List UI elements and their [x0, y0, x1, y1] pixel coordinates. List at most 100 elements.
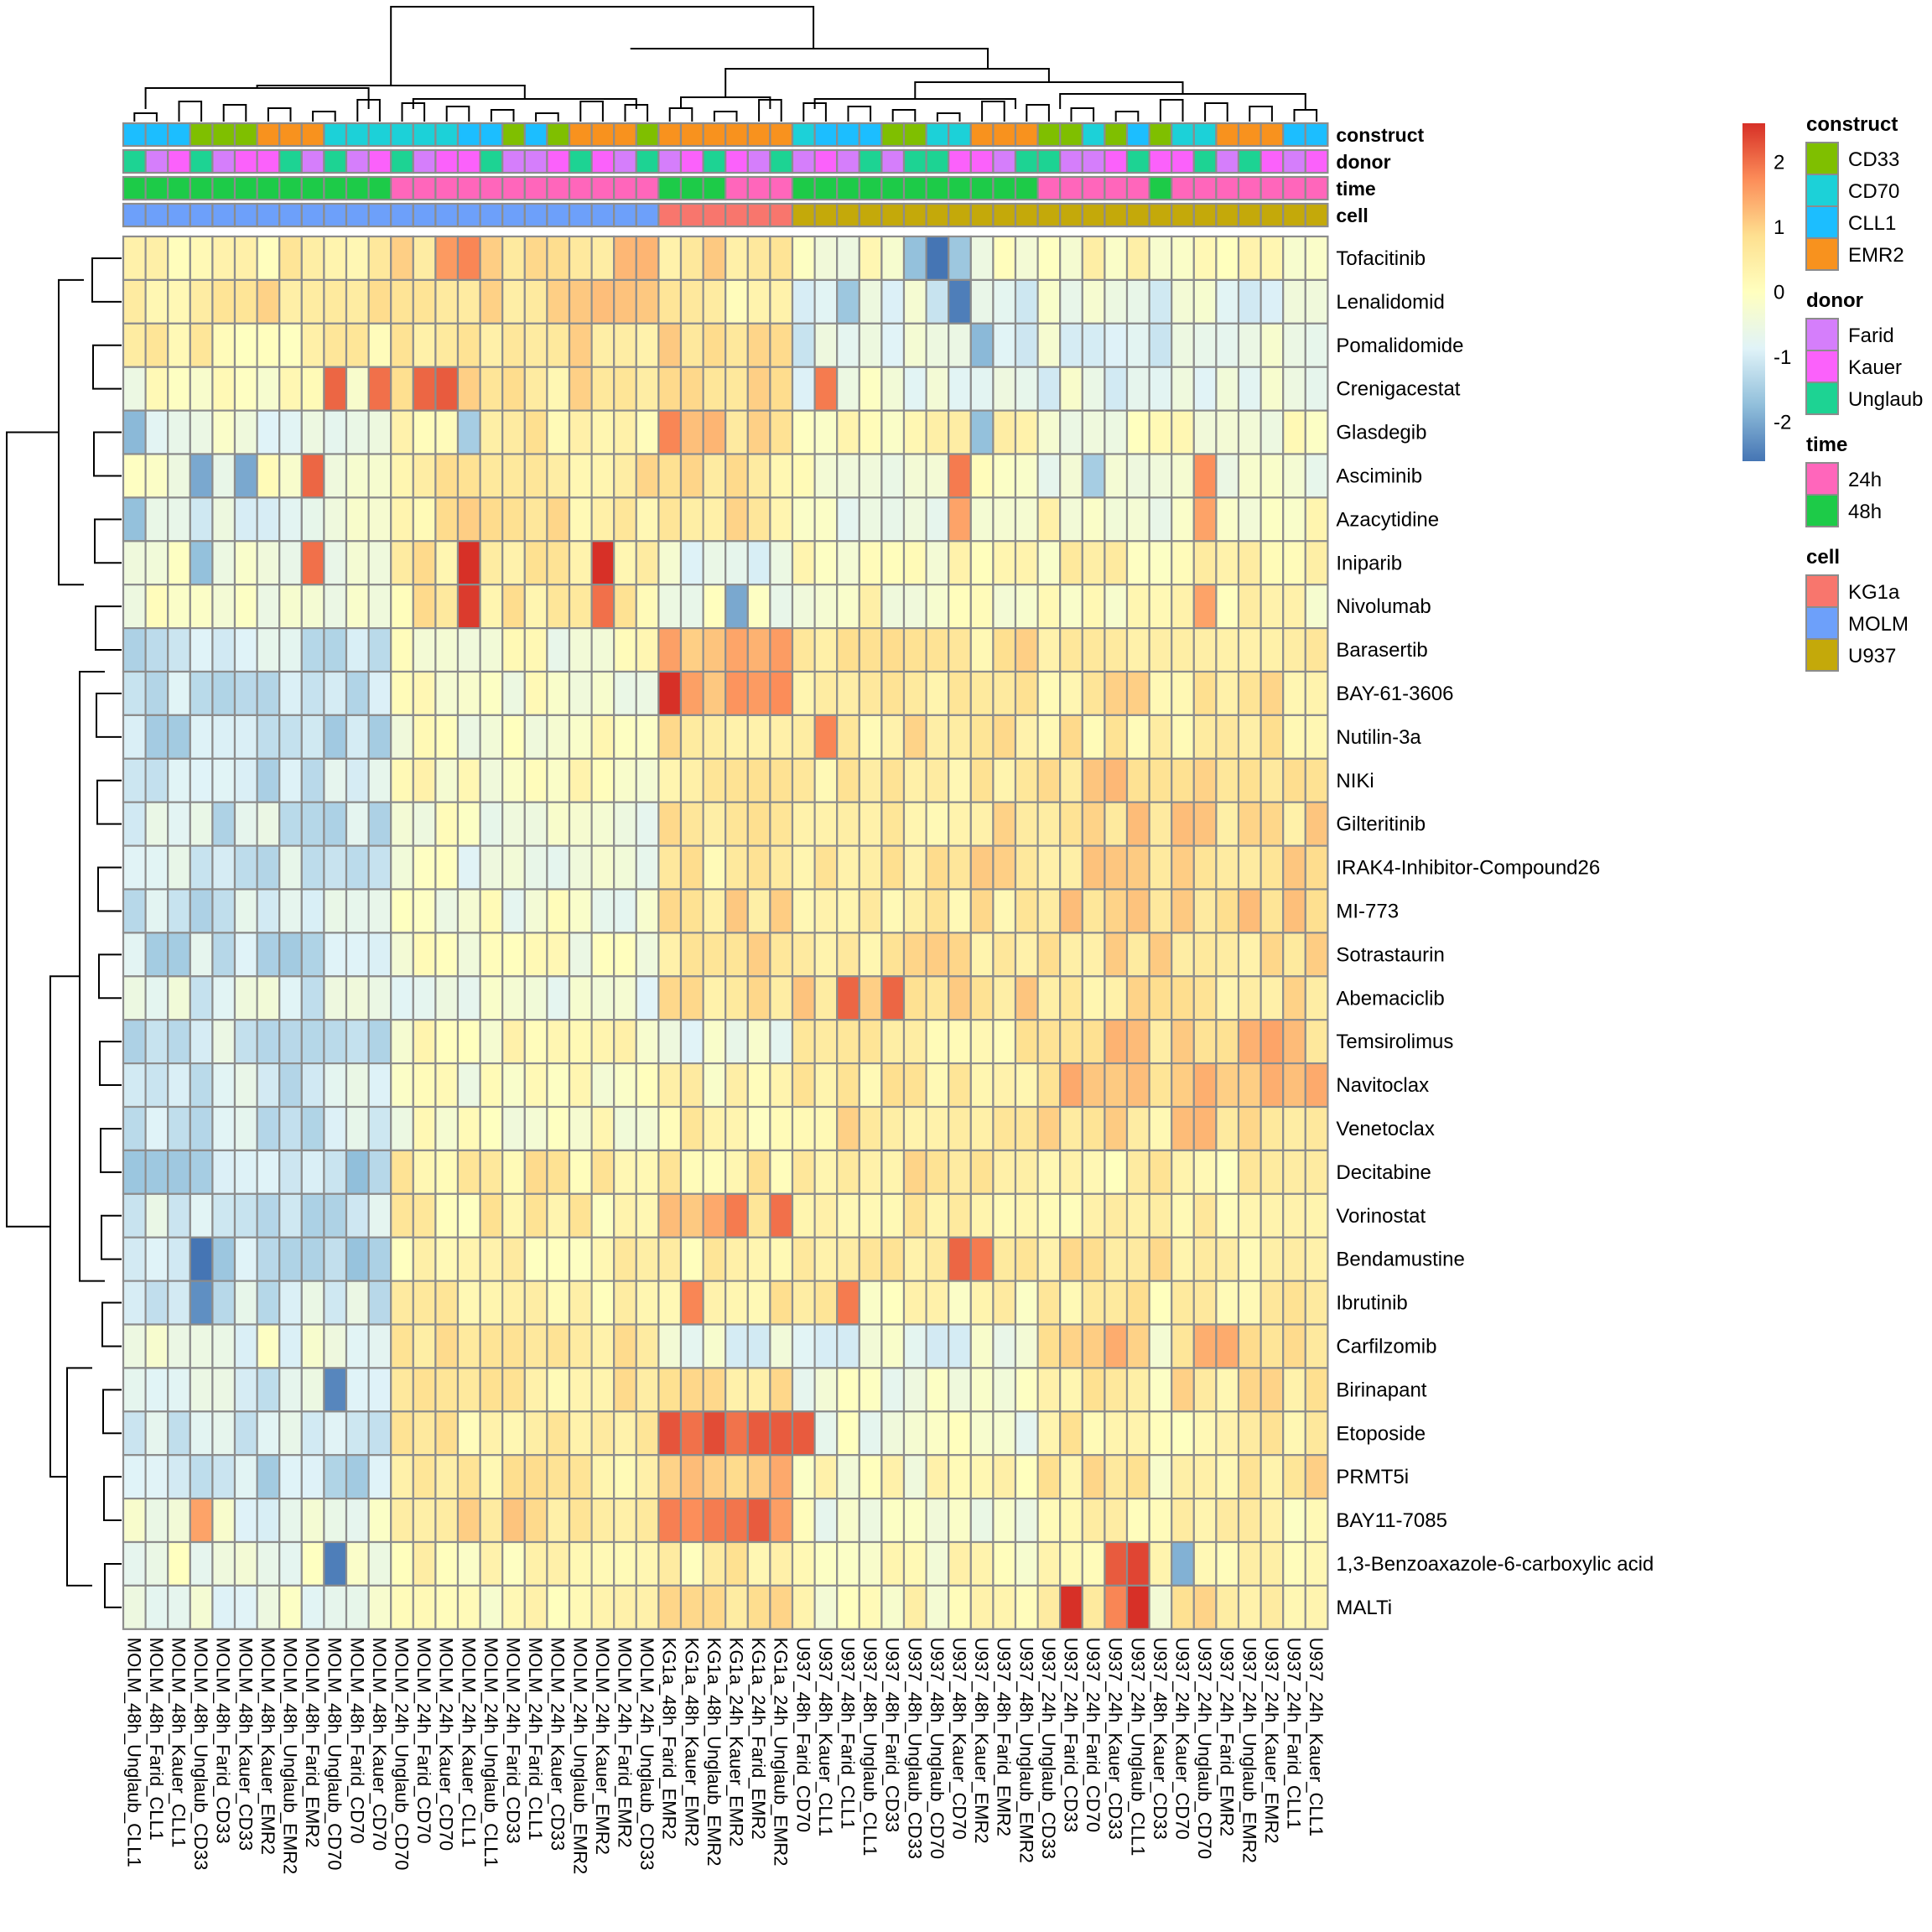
column-label: U937_24h_Unglaub_CD70	[1194, 1638, 1215, 1859]
heatmap-cell	[1036, 801, 1062, 847]
dendrogram-branch	[103, 1476, 122, 1522]
heatmap-cell	[501, 366, 526, 412]
heatmap-cell	[122, 670, 147, 717]
heatmap-cell	[902, 1192, 927, 1239]
heatmap-cell	[345, 975, 370, 1021]
heatmap-cell	[1104, 801, 1129, 847]
column-label: U937_48h_Farid_CD70	[792, 1638, 813, 1832]
heatmap-cell	[657, 278, 683, 325]
heatmap-cell	[948, 1497, 972, 1544]
heatmap-cell	[568, 670, 593, 717]
heatmap-cell	[1081, 844, 1106, 891]
heatmap-cell	[679, 278, 704, 325]
heatmap-cell	[1282, 409, 1306, 455]
heatmap-cell	[635, 1019, 660, 1065]
heatmap-cell	[902, 1105, 927, 1152]
heatmap-cell	[1282, 844, 1306, 891]
heatmap-cell	[746, 1540, 771, 1587]
heatmap-cell	[724, 453, 749, 499]
heatmap-cell	[390, 1497, 414, 1544]
heatmap-cell	[1014, 975, 1039, 1021]
annotation-cell-construct	[1148, 122, 1173, 148]
heatmap-cell	[546, 714, 571, 760]
row-label: Iniparib	[1336, 552, 1402, 574]
heatmap-cell	[434, 278, 460, 325]
heatmap-cell	[724, 409, 749, 455]
annotation-cell-cell	[702, 202, 727, 228]
annotation-cell-cell	[813, 202, 839, 228]
heatmap-cell	[702, 1497, 727, 1544]
heatmap-cell	[635, 1149, 660, 1195]
annotation-cell-cell	[189, 202, 214, 228]
annotation-cell-time	[1215, 175, 1240, 201]
heatmap-cell	[189, 1540, 214, 1587]
heatmap-cell	[1171, 888, 1195, 934]
row-label: Asciminib	[1336, 465, 1422, 487]
heatmap-cell	[189, 366, 214, 412]
heatmap-cell	[144, 278, 169, 325]
heatmap-cell	[501, 714, 526, 760]
heatmap-cell	[1125, 1540, 1150, 1587]
heatmap-cell	[501, 540, 526, 586]
heatmap-cell	[746, 453, 771, 499]
heatmap-cell	[769, 409, 794, 455]
heatmap-cell	[1259, 584, 1285, 630]
heatmap-cell	[1171, 975, 1195, 1021]
heatmap-cell	[367, 278, 392, 325]
heatmap-cell	[679, 584, 704, 630]
heatmap-cell	[568, 584, 593, 630]
heatmap-cell	[434, 1454, 460, 1500]
heatmap-cell	[1171, 540, 1195, 586]
heatmap-cell	[1104, 1105, 1129, 1152]
heatmap-cell	[479, 801, 504, 847]
heatmap-cell	[791, 1584, 816, 1630]
heatmap-cell	[367, 1062, 392, 1109]
heatmap-cell	[925, 322, 950, 368]
heatmap-cell	[880, 1062, 906, 1109]
heatmap-cell	[813, 626, 839, 673]
heatmap-cell	[1014, 1062, 1039, 1109]
heatmap-cell	[1171, 1410, 1195, 1457]
heatmap-cell	[568, 366, 593, 412]
heatmap-cell	[836, 1192, 860, 1239]
row-label: Sotrastaurin	[1336, 943, 1444, 966]
dendrogram-branch	[490, 109, 515, 122]
heatmap-cell	[702, 1280, 727, 1326]
annotation-cell-time	[479, 175, 504, 201]
heatmap-cell	[568, 932, 593, 978]
heatmap-cell	[635, 540, 660, 586]
heatmap-cell	[1192, 757, 1218, 803]
heatmap-cell	[278, 322, 303, 368]
heatmap-cell	[1036, 1584, 1062, 1630]
heatmap-cell	[724, 1323, 749, 1369]
column-label: KG1a_24h_Kauer_EMR2	[726, 1638, 747, 1847]
heatmap-cell	[345, 1410, 370, 1457]
heatmap-cell	[769, 1149, 794, 1195]
heatmap-cell	[323, 844, 348, 891]
heatmap-cell	[1282, 1236, 1306, 1282]
heatmap-cell	[1304, 1410, 1329, 1457]
heatmap-cell	[1282, 1062, 1306, 1109]
heatmap-cell	[1014, 932, 1039, 978]
heatmap-cell	[546, 366, 571, 412]
heatmap-cell	[167, 670, 191, 717]
heatmap-cell	[278, 1019, 303, 1065]
column-label: MOLM_48h_Kauer_CLL1	[169, 1638, 190, 1848]
heatmap-cell	[1215, 1367, 1240, 1413]
dendrogram-branch	[680, 96, 771, 109]
heatmap-cell	[613, 801, 637, 847]
heatmap-cell	[546, 409, 571, 455]
heatmap-cell	[746, 1367, 771, 1413]
heatmap-cell	[1104, 626, 1129, 673]
annotation-cell-construct	[1036, 122, 1062, 148]
legend-swatch	[1805, 350, 1839, 383]
heatmap-cell	[902, 626, 927, 673]
heatmap-cell	[412, 540, 437, 586]
heatmap-cell	[724, 757, 749, 803]
heatmap-cell	[256, 1367, 281, 1413]
heatmap-cell	[992, 975, 1017, 1021]
heatmap-cell	[992, 1454, 1017, 1500]
heatmap-cell	[412, 496, 437, 543]
heatmap-cell	[122, 801, 147, 847]
annotation-cell-construct	[256, 122, 281, 148]
